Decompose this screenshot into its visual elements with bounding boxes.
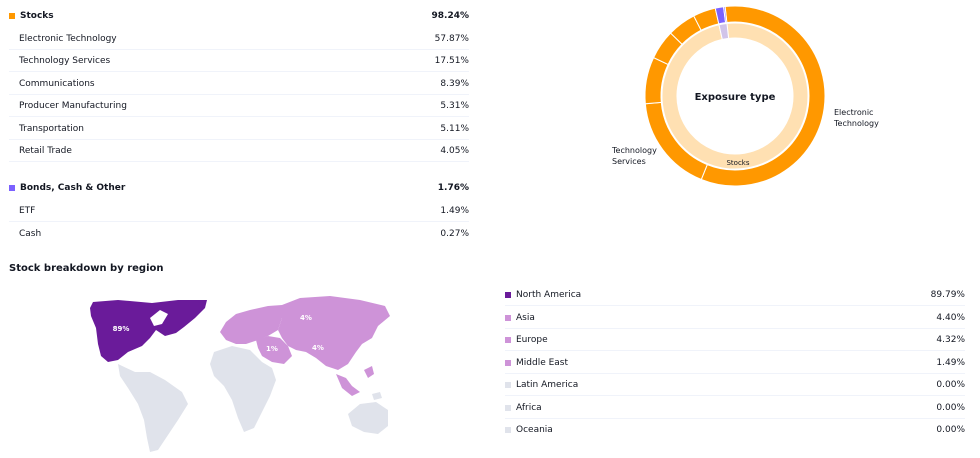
group-row-stocks[interactable]: Stocks 98.24% [9, 8, 469, 24]
world-map: 89% 4% 4% 1% [90, 296, 390, 452]
region-swatch [505, 336, 511, 343]
hudson-bay-gap [150, 310, 168, 326]
region-swatch [505, 381, 511, 388]
table-row[interactable]: Retail Trade 4.05% [9, 140, 469, 162]
row-value: 0.00% [936, 402, 965, 413]
row-label: ETF [19, 205, 36, 216]
new-guinea-region [372, 392, 382, 400]
row-label: Cash [19, 228, 42, 239]
row-value: 4.32% [936, 334, 965, 345]
japan-region [364, 366, 374, 378]
row-value: 0.27% [440, 228, 469, 239]
region-swatch [505, 404, 511, 411]
row-value: 8.39% [440, 78, 469, 89]
group-value: 1.76% [437, 183, 469, 193]
callout-services-line2: Services [612, 157, 646, 166]
callout-services-line1: Technology [611, 146, 657, 155]
row-value: 5.11% [440, 123, 469, 134]
table-row[interactable]: Asia 4.40% [505, 307, 965, 329]
exposure-donut-chart: Exposure type Stocks Electronic Technolo… [611, 5, 879, 187]
callout-electronic-line2: Technology [833, 119, 879, 128]
region-swatch [505, 359, 511, 366]
middle-east-region[interactable] [256, 336, 292, 364]
row-label: North America [516, 289, 582, 300]
table-row[interactable]: Technology Services 17.51% [9, 50, 469, 72]
row-value: 4.40% [936, 312, 965, 323]
row-label: Oceania [516, 424, 553, 435]
row-value: 4.05% [440, 145, 469, 156]
row-label: Europe [516, 334, 548, 345]
group-label: Stocks [20, 11, 54, 21]
row-label: Africa [516, 402, 542, 413]
row-label: Asia [516, 312, 535, 323]
group-label: Bonds, Cash & Other [20, 183, 126, 193]
row-label: Electronic Technology [19, 33, 117, 44]
row-value: 1.49% [440, 205, 469, 216]
map-label-asia: 4% [300, 314, 312, 322]
table-row[interactable]: Transportation 5.11% [9, 118, 469, 140]
region-swatch [505, 291, 511, 298]
north-america-region[interactable] [90, 300, 207, 362]
row-label: Latin America [516, 379, 579, 390]
table-row[interactable]: Oceania 0.00% [505, 419, 965, 440]
table-row[interactable]: Electronic Technology 57.87% [9, 28, 469, 50]
callout-electronic-line1: Electronic [834, 108, 873, 117]
row-value: 57.87% [434, 33, 469, 44]
row-label: Retail Trade [19, 145, 72, 156]
table-row[interactable]: Africa 0.00% [505, 397, 965, 419]
group-value: 98.24% [431, 11, 470, 21]
table-row[interactable]: Communications 8.39% [9, 73, 469, 95]
row-label: Communications [19, 78, 95, 89]
bonds-swatch [9, 185, 15, 191]
europe-region[interactable] [220, 305, 282, 344]
africa-region[interactable] [210, 346, 276, 432]
southeast-asia-region[interactable] [336, 374, 360, 396]
table-row[interactable]: North America 89.79% [505, 284, 965, 306]
oceania-region[interactable] [348, 402, 388, 434]
map-label-middle-east: 1% [266, 345, 278, 353]
row-value: 89.79% [930, 289, 965, 300]
region-swatch [505, 314, 511, 321]
row-value: 1.49% [936, 357, 965, 368]
outer-ring [644, 5, 826, 187]
outer-segment-cash[interactable] [722, 5, 728, 24]
row-value: 5.31% [440, 100, 469, 111]
inner-ring-label: Stocks [726, 159, 749, 167]
table-row[interactable]: Middle East 1.49% [505, 352, 965, 374]
group-row-bonds[interactable]: Bonds, Cash & Other 1.76% [9, 180, 469, 196]
donut-hole [677, 38, 793, 154]
asia-region[interactable] [278, 296, 390, 370]
table-row[interactable]: Latin America 0.00% [505, 374, 965, 396]
chart-title: Exposure type [695, 92, 776, 103]
region-swatch [505, 426, 511, 433]
row-label: Technology Services [19, 55, 111, 66]
latin-america-region[interactable] [118, 364, 188, 452]
table-row[interactable]: Producer Manufacturing 5.31% [9, 95, 469, 117]
stocks-swatch [9, 13, 15, 19]
map-label-europe: 4% [312, 344, 324, 352]
row-label: Middle East [516, 357, 569, 368]
row-value: 17.51% [434, 55, 469, 66]
region-section-title: Stock breakdown by region [9, 263, 164, 274]
table-row[interactable]: Europe 4.32% [505, 329, 965, 351]
table-row[interactable]: ETF 1.49% [9, 200, 469, 222]
row-value: 0.00% [936, 424, 965, 435]
map-label-north-america: 89% [113, 325, 130, 333]
row-label: Producer Manufacturing [19, 100, 127, 111]
table-row[interactable]: Cash 0.27% [9, 223, 469, 244]
row-value: 0.00% [936, 379, 965, 390]
row-label: Transportation [19, 123, 84, 134]
